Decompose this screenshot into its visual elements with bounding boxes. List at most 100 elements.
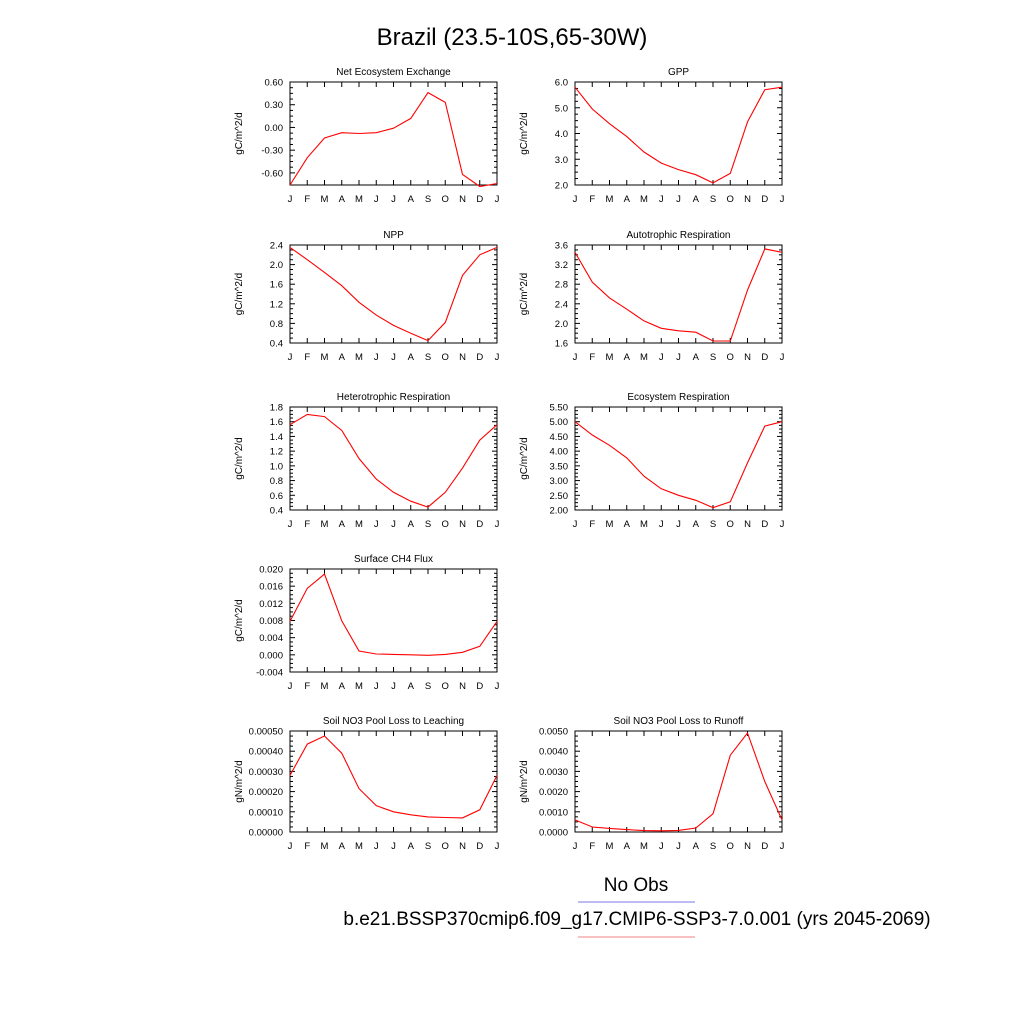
y-tick-label: 0.00040 bbox=[249, 747, 283, 758]
y-tick-label: 2.00 bbox=[550, 506, 569, 517]
y-tick-label: 2.4 bbox=[270, 241, 283, 252]
x-tick-label: D bbox=[476, 519, 483, 530]
x-tick-label: A bbox=[693, 352, 700, 363]
figure-title: Brazil (23.5-10S,65-30W) bbox=[377, 24, 648, 51]
y-tick-label: 0.4 bbox=[270, 339, 283, 350]
x-tick-label: J bbox=[374, 194, 379, 205]
legend-case-label: b.e21.BSSP370cmip6.f09_g17.CMIP6-SSP3-7.… bbox=[343, 909, 930, 930]
series-line bbox=[289, 413, 498, 508]
plot-frame bbox=[289, 81, 498, 186]
x-tick-label: F bbox=[304, 681, 310, 692]
y-axis-label: gN/m^2/d bbox=[234, 760, 245, 803]
y-tick-label: 1.8 bbox=[270, 403, 283, 414]
panel-5: Ecosystem Respiration 5.50 5.00 4.50 4.00 3.5… bbox=[519, 392, 785, 530]
y-tick-label: -0.004 bbox=[256, 668, 283, 679]
y-tick-label: 4.50 bbox=[550, 432, 569, 443]
x-tick-label: M bbox=[321, 194, 329, 205]
x-tick-label: A bbox=[693, 519, 700, 530]
y-axis-label: gC/m^2/d bbox=[519, 273, 530, 316]
x-tick-label: M bbox=[606, 194, 614, 205]
x-tick-label: M bbox=[606, 352, 614, 363]
series-line bbox=[574, 731, 783, 832]
panel-title: Autotrophic Respiration bbox=[627, 230, 731, 241]
x-tick-label: D bbox=[761, 841, 768, 852]
x-tick-label: F bbox=[304, 352, 310, 363]
y-tick-label: 1.2 bbox=[270, 299, 283, 310]
x-tick-label: S bbox=[710, 841, 716, 852]
y-tick-label: 0.30 bbox=[265, 100, 284, 111]
x-tick-label: M bbox=[640, 519, 648, 530]
y-tick-label: 0.0020 bbox=[539, 787, 568, 798]
y-axis-label: gN/m^2/d bbox=[519, 760, 530, 803]
y-tick-label: 2.0 bbox=[555, 181, 568, 192]
x-tick-label: J bbox=[780, 519, 785, 530]
y-tick-label: 2.50 bbox=[550, 491, 569, 502]
x-tick-label: J bbox=[391, 194, 396, 205]
x-tick-label: J bbox=[659, 352, 664, 363]
x-tick-label: N bbox=[459, 352, 466, 363]
legend: No Obs b.e21.BSSP370cmip6.f09_g17.CMIP6-… bbox=[343, 875, 931, 938]
x-tick-label: F bbox=[304, 519, 310, 530]
x-tick-label: J bbox=[374, 841, 379, 852]
series-line bbox=[289, 735, 498, 819]
y-tick-label: 2.8 bbox=[555, 280, 568, 291]
y-tick-label: 1.6 bbox=[555, 339, 568, 350]
x-tick-label: J bbox=[391, 352, 396, 363]
x-tick-label: M bbox=[321, 841, 329, 852]
y-axis-label: gC/m^2/d bbox=[519, 437, 530, 480]
y-tick-label: 0.016 bbox=[259, 582, 283, 593]
y-tick-label: 1.2 bbox=[270, 447, 283, 458]
x-tick-label: J bbox=[659, 841, 664, 852]
x-tick-label: S bbox=[425, 841, 431, 852]
panel-title: Ecosystem Respiration bbox=[627, 392, 729, 403]
x-tick-label: A bbox=[624, 841, 631, 852]
x-tick-label: J bbox=[495, 681, 500, 692]
x-tick-label: A bbox=[339, 841, 346, 852]
panels-group: Net Ecosystem Exchange 0.60 0.30 0.00 -0.30 -… bbox=[234, 67, 785, 852]
x-tick-label: O bbox=[727, 352, 734, 363]
y-tick-label: 0.0030 bbox=[539, 767, 568, 778]
x-tick-label: N bbox=[459, 194, 466, 205]
x-tick-label: O bbox=[727, 841, 734, 852]
x-tick-label: J bbox=[288, 194, 293, 205]
x-tick-label: A bbox=[408, 841, 415, 852]
y-axis-label: gC/m^2/d bbox=[234, 437, 245, 480]
x-tick-label: N bbox=[744, 194, 751, 205]
x-tick-label: M bbox=[355, 841, 363, 852]
series-line bbox=[574, 421, 783, 509]
panel-7: Soil NO3 Pool Loss to Leaching 0.00050 0.0… bbox=[234, 716, 500, 852]
x-tick-label: O bbox=[442, 519, 449, 530]
x-tick-label: M bbox=[640, 841, 648, 852]
x-tick-label: J bbox=[659, 519, 664, 530]
x-tick-label: M bbox=[606, 841, 614, 852]
y-tick-label: 0.8 bbox=[270, 319, 283, 330]
x-tick-label: J bbox=[288, 519, 293, 530]
x-tick-label: D bbox=[476, 841, 483, 852]
x-tick-label: S bbox=[425, 681, 431, 692]
panel-title: GPP bbox=[668, 67, 689, 78]
y-tick-label: 0.4 bbox=[270, 506, 283, 517]
x-tick-label: A bbox=[693, 194, 700, 205]
x-tick-label: J bbox=[676, 352, 681, 363]
y-tick-label: 5.50 bbox=[550, 403, 569, 414]
x-tick-label: D bbox=[761, 519, 768, 530]
y-tick-label: 3.50 bbox=[550, 461, 569, 472]
x-tick-label: M bbox=[355, 352, 363, 363]
x-tick-label: J bbox=[374, 352, 379, 363]
x-tick-label: O bbox=[442, 841, 449, 852]
y-tick-label: 6.0 bbox=[555, 78, 568, 89]
x-tick-label: O bbox=[442, 352, 449, 363]
x-tick-label: A bbox=[408, 519, 415, 530]
panel-8: Soil NO3 Pool Loss to Runoff 0.0050 0.0040… bbox=[519, 716, 785, 852]
x-tick-label: J bbox=[374, 519, 379, 530]
x-tick-label: J bbox=[374, 681, 379, 692]
x-tick-label: J bbox=[573, 841, 578, 852]
x-tick-label: M bbox=[606, 519, 614, 530]
y-tick-label: 0.60 bbox=[265, 78, 284, 89]
y-tick-label: 0.00 bbox=[265, 123, 284, 134]
x-tick-label: O bbox=[442, 194, 449, 205]
panel-title: Soil NO3 Pool Loss to Leaching bbox=[323, 716, 464, 727]
x-tick-label: J bbox=[288, 681, 293, 692]
x-tick-label: A bbox=[624, 352, 631, 363]
